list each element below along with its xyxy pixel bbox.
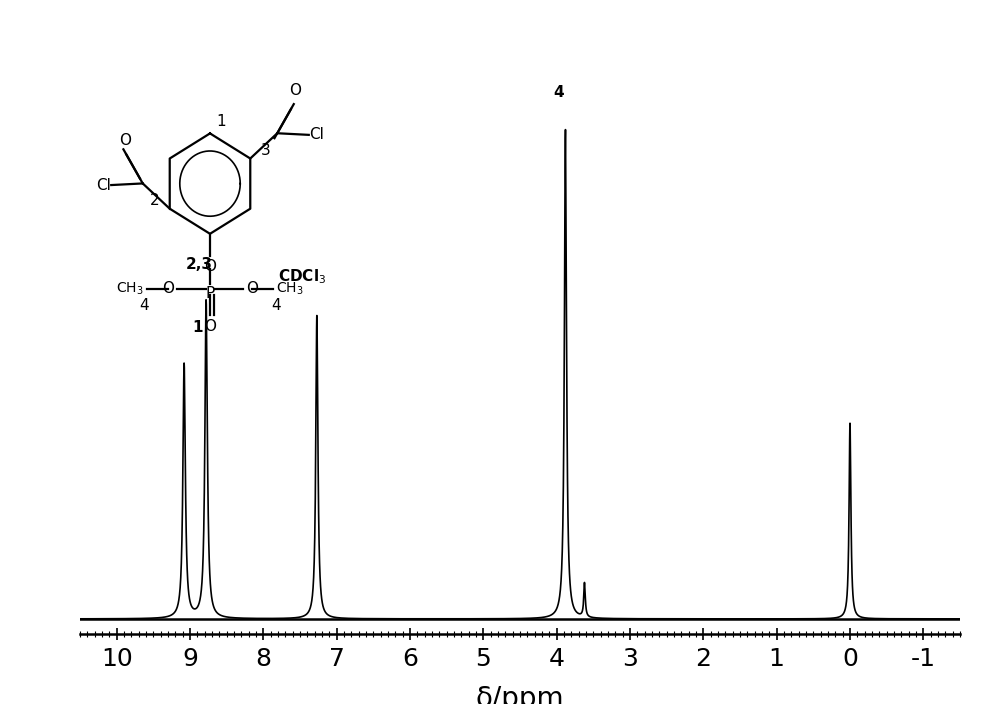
- Text: CDCl$_3$: CDCl$_3$: [278, 268, 326, 287]
- Text: 2: 2: [150, 194, 159, 208]
- Text: O: O: [246, 282, 258, 296]
- Text: O: O: [119, 134, 131, 149]
- Text: 4: 4: [139, 298, 149, 313]
- Text: O: O: [289, 83, 301, 99]
- Text: O: O: [204, 319, 216, 334]
- Text: Cl: Cl: [309, 127, 324, 142]
- Text: CH$_3$: CH$_3$: [276, 281, 304, 297]
- Text: 3: 3: [261, 144, 271, 158]
- Text: P: P: [205, 286, 215, 301]
- Text: CH$_3$: CH$_3$: [116, 281, 144, 297]
- Text: O: O: [162, 282, 174, 296]
- X-axis label: δ/ppm: δ/ppm: [476, 686, 564, 704]
- Text: 1: 1: [217, 114, 226, 130]
- Text: 4: 4: [271, 298, 281, 313]
- Text: Cl: Cl: [96, 177, 111, 193]
- Text: 4: 4: [553, 85, 563, 101]
- Text: 2,3: 2,3: [185, 256, 212, 272]
- Text: 1: 1: [192, 320, 203, 335]
- Text: O: O: [204, 259, 216, 274]
